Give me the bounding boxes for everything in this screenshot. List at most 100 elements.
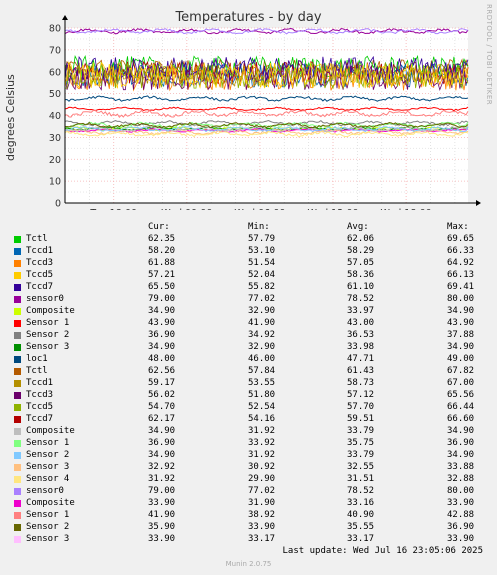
legend-avg-value: 33.97 [347, 306, 375, 316]
x-tick-label: Wed 18:00 [381, 208, 432, 210]
legend-avg-value: 35.75 [347, 438, 375, 448]
legend-cur-value: 43.90 [148, 318, 176, 328]
x-tick-label: Wed 06:00 [234, 208, 285, 210]
legend-avg-value: 59.51 [347, 414, 375, 424]
legend-cur-value: 36.90 [148, 330, 176, 340]
legend-avg-value: 62.06 [347, 234, 375, 244]
legend-header-min: Min: [248, 222, 270, 232]
legend-max-value: 33.90 [447, 498, 475, 508]
legend-max-value: 36.90 [447, 522, 475, 532]
legend-avg-value: 58.29 [347, 246, 375, 256]
legend-min-value: 52.54 [248, 402, 276, 412]
legend-cur-value: 33.90 [148, 534, 176, 544]
x-tick-label: Wed 12:00 [307, 208, 358, 210]
legend-min-value: 52.04 [248, 270, 276, 280]
legend-swatch [14, 524, 21, 531]
legend-max-value: 49.00 [447, 354, 475, 364]
legend-max-value: 33.90 [447, 534, 475, 544]
series-line [65, 63, 469, 90]
munin-version: Munin 2.0.75 [225, 560, 272, 568]
legend-series-name: loc1 [26, 354, 48, 364]
legend-series-name: Sensor 3 [26, 534, 70, 544]
legend-cur-value: 65.50 [148, 282, 176, 292]
legend-cur-value: 31.92 [148, 474, 176, 484]
legend-avg-value: 78.52 [347, 294, 375, 304]
legend-min-value: 31.92 [248, 450, 276, 460]
legend-min-value: 46.00 [248, 354, 276, 364]
x-tick-label: Wed 00:00 [161, 208, 212, 210]
legend-min-value: 33.17 [248, 534, 276, 544]
series-line [64, 126, 469, 133]
legend-swatch [14, 464, 21, 471]
legend-avg-value: 33.17 [347, 534, 375, 544]
legend-series-name: sensor0 [26, 294, 64, 304]
legend-cur-value: 58.20 [148, 246, 176, 256]
legend-max-value: 34.90 [447, 342, 475, 352]
legend-max-value: 33.88 [447, 462, 475, 472]
legend-cur-value: 34.90 [148, 306, 176, 316]
legend-series-name: Tccd5 [26, 270, 54, 280]
x-axis-arrow [476, 200, 481, 206]
y-tick-label: 60 [49, 67, 61, 78]
legend-swatch [14, 320, 21, 327]
legend-swatch [14, 440, 21, 447]
legend-swatch [14, 356, 21, 363]
legend-swatch [14, 296, 21, 303]
legend-avg-value: 61.10 [347, 282, 375, 292]
legend-series-name: Sensor 1 [26, 318, 70, 328]
legend-max-value: 34.90 [447, 426, 475, 436]
legend-avg-value: 58.36 [347, 270, 375, 280]
legend-avg-value: 32.55 [347, 462, 375, 472]
legend-avg-value: 61.43 [347, 366, 375, 376]
series-line [64, 28, 469, 35]
legend-series-name: Tccd7 [26, 414, 54, 424]
legend-swatch [14, 332, 21, 339]
legend-min-value: 33.90 [248, 522, 276, 532]
rrdtool-watermark: RRDTOOL / TOBI OETIKER [485, 4, 493, 106]
legend-max-value: 66.60 [447, 414, 475, 424]
legend-cur-value: 57.21 [148, 270, 176, 280]
legend-cur-value: 35.90 [148, 522, 176, 532]
legend-max-value: 64.92 [447, 258, 475, 268]
legend-avg-value: 57.12 [347, 390, 375, 400]
legend-swatch [14, 260, 21, 267]
legend-min-value: 55.82 [248, 282, 276, 292]
legend-max-value: 66.13 [447, 270, 475, 280]
legend-series-name: Sensor 2 [26, 450, 70, 460]
legend-series-name: Sensor 3 [26, 462, 70, 472]
legend-cur-value: 34.90 [148, 342, 176, 352]
legend-series-name: Composite [26, 306, 75, 316]
legend-series-name: Tccd3 [26, 258, 54, 268]
legend-series-name: Composite [26, 426, 75, 436]
legend-avg-value: 33.98 [347, 342, 375, 352]
legend-swatch [14, 380, 21, 387]
legend-cur-value: 79.00 [148, 486, 176, 496]
legend-swatch [14, 500, 21, 507]
legend-series-name: Sensor 4 [26, 474, 70, 484]
legend-max-value: 66.33 [447, 246, 475, 256]
legend-cur-value: 62.35 [148, 234, 176, 244]
legend-avg-value: 36.53 [347, 330, 375, 340]
legend-series-name: Sensor 1 [26, 438, 70, 448]
temperature-chart: 0 10 20 30 40 50 60 70 80 Tue 18:00 Wed 00:00 Wed 0… [49, 15, 481, 210]
legend-cur-value: 59.17 [148, 378, 176, 388]
y-tick-label: 0 [55, 199, 61, 210]
legend-cur-value: 34.90 [148, 450, 176, 460]
y-axis-arrow [62, 15, 68, 20]
series-line [64, 130, 469, 138]
legend-cur-value: 32.92 [148, 462, 176, 472]
legend-min-value: 31.92 [248, 426, 276, 436]
legend-avg-value: 33.16 [347, 498, 375, 508]
legend-min-value: 51.80 [248, 390, 276, 400]
legend-max-value: 67.82 [447, 366, 475, 376]
legend-series-name: Tccd5 [26, 402, 54, 412]
legend-avg-value: 78.52 [347, 486, 375, 496]
legend-max-value: 67.00 [447, 378, 475, 388]
legend-swatch [14, 416, 21, 423]
legend-min-value: 30.92 [248, 462, 276, 472]
legend-min-value: 57.79 [248, 234, 276, 244]
legend-series-name: Sensor 2 [26, 522, 70, 532]
legend-swatch [14, 428, 21, 435]
series-line [64, 106, 469, 112]
legend-series-name: Sensor 2 [26, 330, 70, 340]
